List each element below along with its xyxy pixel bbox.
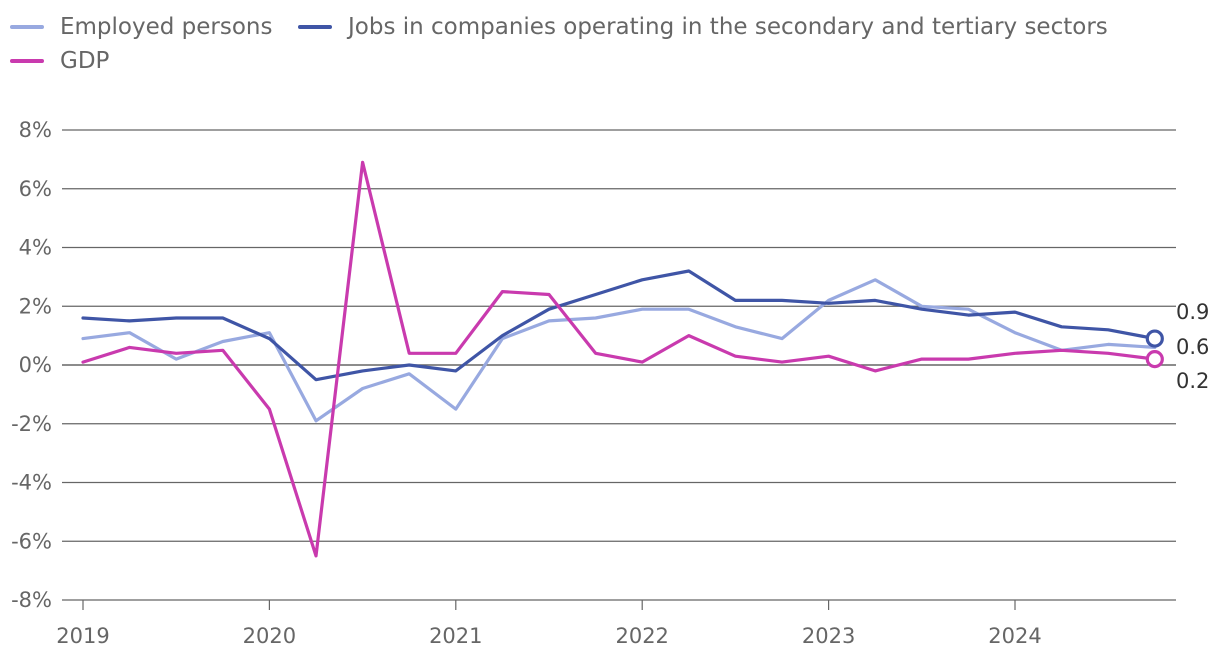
legend-swatch-employed [10,25,44,29]
x-tick-label: 2021 [429,624,482,648]
legend-label-jobs: Jobs in companies operating in the secon… [348,14,1108,40]
end-marker-jobs [1145,329,1164,348]
y-tick-label: 2% [19,294,52,318]
legend-swatch-gdp [10,59,44,63]
y-tick-label: -4% [11,471,52,495]
legend-label-employed: Employed persons [60,14,273,40]
series-line-jobs [81,269,1157,382]
end-labels: 0.9 0.6 0.2 [1145,300,1209,393]
y-tick-labels: -8% -6% -4% -2% 0% 2% 4% 6% 8% [11,118,52,612]
legend-item-gdp[interactable]: GDP [10,46,109,76]
x-tick-label: 2023 [802,624,855,648]
x-tick-label: 2019 [56,624,109,648]
x-tick-label: 2024 [988,624,1041,648]
series-line-employed [81,278,1157,423]
end-marker-gdp [1145,350,1164,369]
gridlines [62,129,1176,610]
y-tick-label: 8% [19,118,52,142]
legend-swatch-jobs [298,25,332,29]
y-tick-label: 6% [19,177,52,201]
y-tick-label: 0% [19,353,52,377]
y-tick-label: 4% [19,236,52,260]
x-tick-label: 2020 [243,624,296,648]
legend-item-jobs[interactable]: Jobs in companies operating in the secon… [298,12,1108,42]
series-line-gdp [81,160,1157,558]
end-value-label: 0.9 [1176,300,1209,324]
x-tick-label: 2022 [615,624,668,648]
legend-item-employed[interactable]: Employed persons [10,12,273,42]
end-value-label: 0.6 [1176,335,1209,359]
x-tick-labels: 2019 2020 2021 2022 2023 2024 [56,624,1041,648]
y-tick-label: -6% [11,529,52,553]
end-value-label: 0.2 [1176,369,1209,393]
legend-label-gdp: GDP [60,48,110,74]
y-tick-label: -8% [11,588,52,612]
series-lines [81,160,1157,558]
legend: Employed persons Jobs in companies opera… [0,0,1220,90]
y-tick-label: -2% [11,412,52,436]
